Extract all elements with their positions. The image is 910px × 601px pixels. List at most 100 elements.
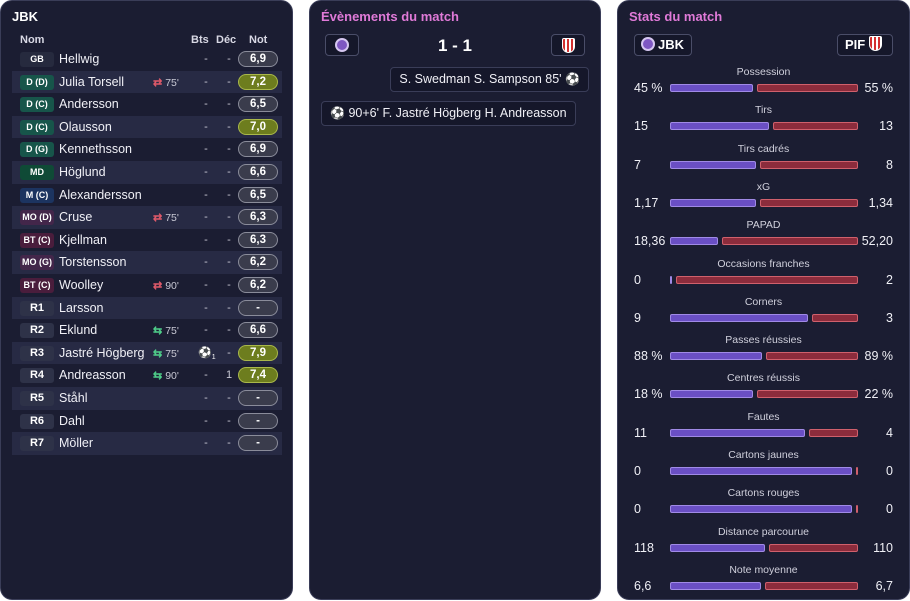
rating-badge: 6,2 [238,254,278,271]
rating-badge: 6,3 [238,231,278,248]
header-name[interactable]: Nom [20,34,45,46]
lineup-row[interactable]: D (G) Kennethsson - -6,9 [12,138,282,161]
position-badge: D (D) [20,74,54,90]
rating-badge: - [238,412,278,429]
header-assists[interactable]: Déc [216,34,237,46]
player-name[interactable]: Torstensson [59,255,127,270]
player-name[interactable]: Cruse [59,210,93,225]
goals-value: - [204,120,208,133]
lineup-row[interactable]: MD Höglund - -6,6 [12,160,282,184]
player-name[interactable]: Dahl [59,413,85,428]
event-away-goal[interactable]: S. Swedman S. Sampson 85' ⚽ [390,67,589,92]
assists-value: - [227,165,231,178]
lineup-row[interactable]: MO (G) Torstensson - -6,2 [12,251,282,274]
rating-badge: 6,6 [238,322,278,339]
goals-value: - [204,233,208,246]
header-goals[interactable]: Bts [191,34,209,46]
player-name[interactable]: Alexandersson [59,187,142,202]
stat-row: xG 1,17 1,34 [618,181,909,219]
stat-away-bar [808,428,858,437]
position-badge: D (C) [20,119,54,135]
player-name[interactable]: Andreasson [59,368,126,383]
assists-value: - [227,301,231,314]
lineup-row[interactable]: R1 Larsson - - - [12,296,282,320]
stat-label: Occasions franches [717,257,810,270]
ball-icon: ⚽ [330,106,345,120]
lineup-row[interactable]: M (C) Alexandersson - -6,5 [12,184,282,207]
stat-row: Occasions franches 0 2 [618,258,909,296]
rating-badge: 6,6 [238,163,278,180]
player-name[interactable]: Andersson [59,97,119,112]
assists-value: 1 [225,369,233,382]
lineup-row[interactable]: GB Hellwig - -6,9 [12,48,282,71]
assists-value: - [227,414,231,427]
stat-row: Possession 45 % 55 % [618,66,909,104]
stat-home-value: 9 [634,310,641,325]
stat-home-bar [670,428,805,437]
lineup-row[interactable]: D (C) Andersson - -6,5 [12,93,282,116]
stat-home-value: 15 [634,119,648,134]
player-name[interactable]: Kjellman [59,232,107,247]
assists-value: - [227,143,231,156]
stat-home-value: 0 [634,502,641,517]
stat-away-bar [756,390,858,399]
events-title: Évènements du match [321,9,459,24]
stat-away-value: 3 [886,310,893,325]
stat-away-bar [772,122,858,131]
home-team-chip[interactable]: JBK [634,34,692,56]
assists-value: - [227,346,231,359]
player-name[interactable]: Eklund [59,323,98,338]
away-crest[interactable] [551,34,585,56]
lineup-row[interactable]: R4 Andreasson ⇆ 90' - 1 7,4 [12,364,282,387]
lineup-row[interactable]: D (D) Julia Torsell ⇄ 75' - -7,2 [12,70,282,94]
player-name[interactable]: Jastré Högberg [59,345,145,360]
player-name[interactable]: Olausson [59,119,112,134]
lineup-row[interactable]: R6 Dahl - - - [12,410,282,433]
lineup-row[interactable]: R2 Eklund ⇆ 75' - -6,6 [12,319,282,342]
stat-label: Distance parcourue [717,525,810,538]
header-rating[interactable]: Not [249,34,268,46]
lineup-row[interactable]: R5 Ståhl - - - [12,386,282,410]
stat-home-value: 1,17 [634,195,659,210]
stat-away-value: 6,7 [875,578,893,593]
substitution-info: ⇆ 75' [153,324,179,337]
position-badge: D (G) [20,142,54,158]
stat-away-value: 0 [886,464,893,478]
home-crest[interactable] [325,34,359,56]
stat-row: Tirs cadrés 7 8 [618,143,909,181]
position-badge: R4 [20,368,54,384]
player-name[interactable]: Ståhl [59,390,88,405]
sub-minute: 90' [165,279,179,292]
sub-out-arrow-icon: ⇄ [153,212,163,225]
stat-away-bar [765,581,858,590]
player-name[interactable]: Larsson [59,300,104,315]
player-name[interactable]: Julia Torsell [59,74,125,89]
goals-value: - [204,98,208,111]
player-name[interactable]: Woolley [59,277,104,292]
assists-value: - [227,324,231,337]
goals-value: - [204,391,208,404]
position-badge: BT (C) [20,277,54,293]
player-name[interactable]: Kennethsson [59,142,132,157]
lineup-row[interactable]: R3 Jastré Högberg ⇆ 75' ⚽1-7,9 [12,341,282,365]
lineup-row[interactable]: BT (C) Woolley ⇄ 90' - -6,2 [12,274,282,297]
stat-label: Passes réussies [725,334,802,347]
player-name[interactable]: Möller [59,436,94,451]
event-text: 90+6' F. Jastré Högberg H. Andreasson [348,106,567,120]
event-home-goal[interactable]: ⚽ 90+6' F. Jastré Högberg H. Andreasson [321,101,576,126]
sub-minute: 75' [165,76,179,89]
assists-value: - [227,188,231,201]
player-name[interactable]: Höglund [59,164,106,179]
stat-row: Centres réussis 18 % 22 % [618,372,909,410]
lineup-row[interactable]: D (C) Olausson - -7,0 [12,115,282,139]
lineup-row[interactable]: MO (D) Cruse ⇄ 75' - -6,3 [12,206,282,229]
substitution-info: ⇄ 75' [153,76,179,89]
stat-row: Corners 9 3 [618,296,909,334]
rating-badge: 7,0 [238,118,278,135]
away-team-chip[interactable]: PIF [837,34,893,56]
player-name[interactable]: Hellwig [59,52,100,66]
sub-minute: 90' [165,370,179,383]
lineup-row[interactable]: BT (C) Kjellman - -6,3 [12,229,282,252]
lineup-row[interactable]: R7 Möller - - - [12,432,282,455]
assists-value: - [227,233,231,246]
